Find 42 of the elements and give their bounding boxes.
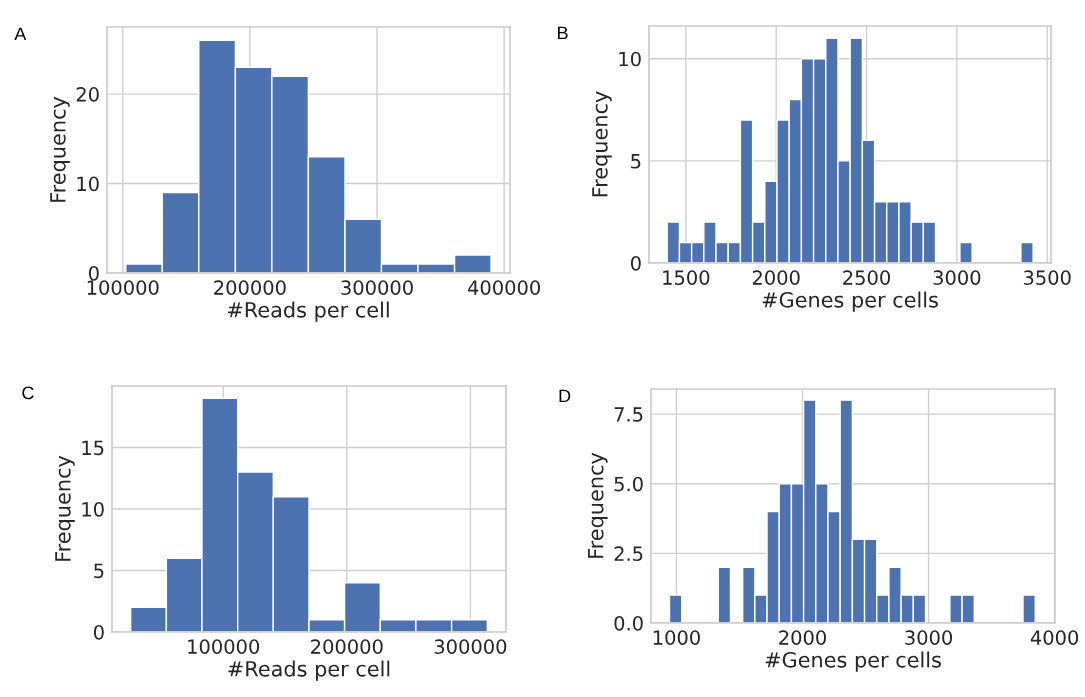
y-axis-title: Frequency [50,96,70,202]
y-tick-label: 7.5 [614,407,643,422]
x-tick-label: 1500 [663,270,710,285]
y-tick-label: 5 [631,154,641,169]
x-axis-title: #Genes per cells [762,291,938,312]
x-tick-label: 4000 [1030,630,1079,645]
x-tick-label: 2000 [779,630,826,645]
x-tick-label: 100000 [188,639,260,654]
x-tick-label: 200000 [311,639,383,654]
chart-title: C [22,386,34,400]
y-tick-label: 0.0 [614,615,643,631]
x-tick-label: 100000 [87,280,159,295]
y-tick-label: 0 [630,255,641,271]
y-tick-label: 0 [93,624,104,640]
y-tick-label: 2.5 [614,546,643,562]
x-tick-label: 2000 [752,270,800,285]
x-tick-label: 3500 [1023,270,1071,285]
x-axis-title: #Reads per cell [228,660,390,681]
y-axis-title: Frequency [588,452,608,558]
y-axis-title: Frequency [55,455,75,561]
chart-title: A [14,27,27,41]
y-tick-label: 10 [82,501,104,517]
y-tick-label: 0 [88,265,99,281]
y-tick-label: 20 [76,87,99,102]
x-tick-label: 3000 [933,270,981,285]
x-axis-title: #Reads per cell [227,301,389,322]
x-tick-label: 1000 [653,630,700,645]
y-tick-label: 10 [619,51,641,67]
x-axis-title: #Genes per cells [765,651,941,672]
x-tick-label: 300000 [341,280,413,295]
chart-title: B [558,26,568,40]
y-axis-title: Frequency [592,91,612,197]
y-tick-label: 10 [77,176,99,192]
x-tick-label: 2500 [843,270,890,285]
x-tick-label: 300000 [434,639,507,654]
x-tick-label: 200000 [214,280,286,295]
y-tick-label: 5 [94,563,104,579]
chart-title: D [559,389,571,403]
x-tick-label: 400000 [467,280,540,295]
y-tick-label: 15 [82,440,104,456]
x-tick-label: 3000 [905,630,953,645]
y-tick-label: 5.0 [614,476,643,492]
